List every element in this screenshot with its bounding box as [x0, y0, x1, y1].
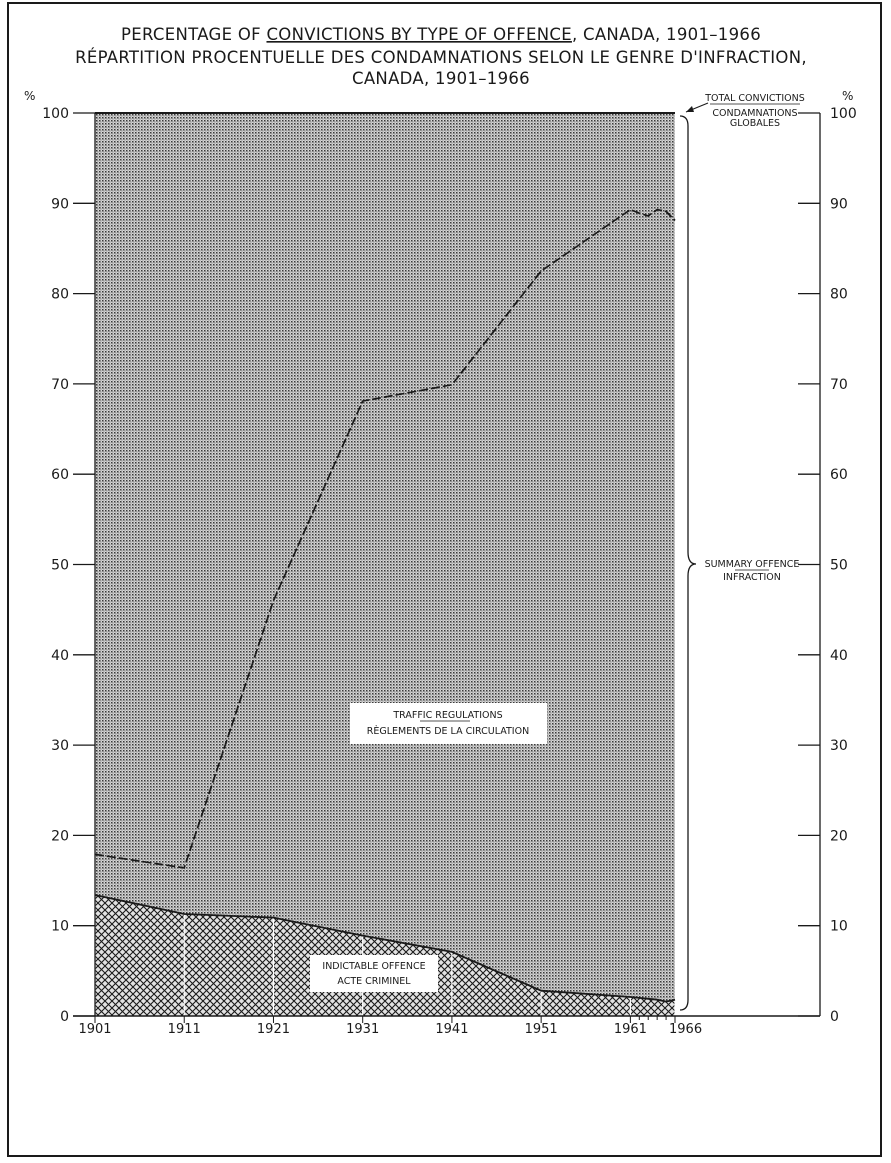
- traffic-regulations-line: [94, 208, 676, 869]
- total-convictions-arrowhead: [686, 106, 694, 112]
- y-tick-label-left: 0: [60, 1009, 69, 1025]
- y-tick-label-right: 70: [830, 377, 848, 393]
- infraction-label: INFRACTION: [723, 572, 781, 583]
- x-axis: 1901 1911 1921 1931 1941 1951 1961 1966: [73, 1015, 820, 1037]
- chart-title-line2: RÉPARTITION PROCENTUELLE DES CONDAMNATIO…: [75, 48, 807, 67]
- reglements-circulation-label: RÈGLEMENTS DE LA CIRCULATION: [367, 725, 529, 737]
- y-tick-label-right: 40: [830, 648, 848, 664]
- chart-title-underlined: CONVICTIONS BY TYPE OF OFFENCE: [266, 25, 571, 44]
- y-tick-label-right: 60: [830, 467, 848, 483]
- y-tick-label-left: 30: [51, 738, 69, 754]
- y-tick-label-left: 20: [51, 828, 69, 844]
- y-tick-label-right: 50: [830, 558, 848, 574]
- x-tick-label: 1911: [168, 1022, 201, 1037]
- y-tick-label-left: 80: [51, 287, 69, 303]
- y-tick-label-right: 100: [830, 106, 857, 122]
- series-lines: [94, 112, 676, 1003]
- y-tick-label-left: 50: [51, 558, 69, 574]
- chart-title-line3: CANADA, 1901–1966: [352, 69, 530, 88]
- y-tick-label-left: 40: [51, 648, 69, 664]
- condamnations-globales-label-1: CONDAMNATIONS: [712, 108, 797, 119]
- y-tick-label-left: 10: [51, 919, 69, 935]
- y-tick-label-right: 0: [830, 1009, 839, 1025]
- indictable-offence-line: [94, 894, 676, 1003]
- y-tick-label-left: 90: [51, 196, 69, 212]
- x-tick-label: 1961: [614, 1022, 647, 1037]
- y-tick-label-left: 100: [42, 106, 69, 122]
- x-tick-label: 1966: [669, 1022, 702, 1037]
- x-tick-label: 1931: [346, 1022, 379, 1037]
- plot-areas: [94, 113, 676, 1016]
- y-tick-label-left: 60: [51, 467, 69, 483]
- y-axis-right: 0 10 20 30 40 50 60 70 80 90 100: [798, 106, 857, 1025]
- y-tick-label-right: 30: [830, 738, 848, 754]
- traffic-regulations-label: TRAFFIC REGULATIONS: [392, 710, 502, 721]
- chart-title-line1: PERCENTAGE OF CONVICTIONS BY TYPE OF OFF…: [121, 25, 761, 44]
- summary-offence-area: [95, 113, 675, 1016]
- y-tick-label-right: 20: [830, 828, 848, 844]
- y-tick-label-right: 10: [830, 919, 848, 935]
- x-tick-label: 1901: [78, 1022, 111, 1037]
- right-unit-label: %: [842, 89, 853, 103]
- summary-offence-label: SUMMARY OFFENCE: [705, 559, 800, 570]
- x-tick-label: 1951: [525, 1022, 558, 1037]
- y-tick-label-right: 80: [830, 287, 848, 303]
- acte-criminel-label: ACTE CRIMINEL: [337, 976, 411, 987]
- indictable-label-box: [310, 955, 438, 992]
- condamnations-globales-label-2: GLOBALES: [730, 118, 780, 129]
- total-convictions-label: TOTAL CONVICTIONS: [704, 93, 805, 104]
- y-tick-label-right: 90: [830, 196, 848, 212]
- y-axis-left: 0 10 20 30 40 50 60 70 80 90 100: [42, 106, 96, 1025]
- x-tick-label: 1921: [257, 1022, 290, 1037]
- y-tick-label-left: 70: [51, 377, 69, 393]
- chart-frame: [7, 2, 882, 1157]
- x-tick-label: 1941: [435, 1022, 468, 1037]
- summary-offence-brace: [679, 115, 697, 1011]
- traffic-label-box: [350, 703, 547, 744]
- left-unit-label: %: [24, 89, 35, 103]
- indictable-offence-label: INDICTABLE OFFENCE: [322, 961, 425, 972]
